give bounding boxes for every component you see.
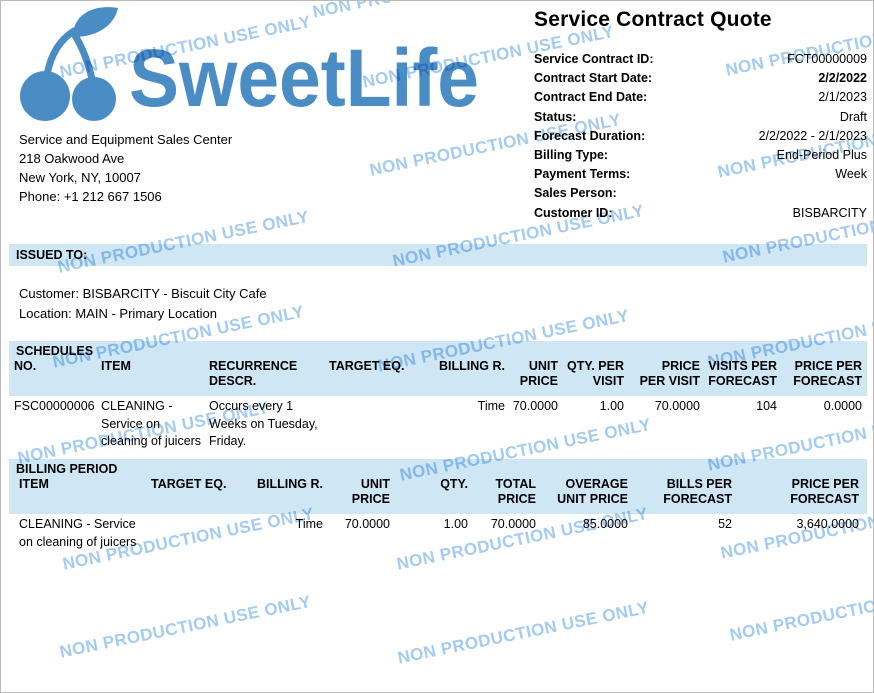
watermark-text: NON PRODUCTION USE ONLY <box>728 575 874 645</box>
cell-unit-price: 70.0000 <box>344 517 390 531</box>
field-value: BISBARCITY <box>792 205 867 220</box>
cell-price-per-visit: 70.0000 <box>654 399 700 413</box>
field-row: Status: Draft <box>534 110 867 129</box>
field-value: 2/2/2022 - 2/1/2023 <box>758 128 867 143</box>
cell-price-per-forecast: 3,640.0000 <box>796 517 859 531</box>
billing-period-heading: BILLING PERIOD <box>16 462 118 476</box>
schedules-row: FSC00000006 CLEANING - Service on cleanin… <box>9 398 862 451</box>
company-address: Service and Equipment Sales Center 218 Oa… <box>19 130 232 206</box>
cherry-icon <box>20 7 118 121</box>
schedules-heading: SCHEDULES <box>16 344 94 358</box>
cell-total-price: 70.0000 <box>490 517 536 531</box>
cell-overage-unit-price: 85.0000 <box>582 517 628 531</box>
cell-qty: 1.00 <box>443 517 468 531</box>
cell-no: FSC00000006 <box>14 399 95 413</box>
cell-item: CLEANING - Service on cleaning of juicer… <box>101 399 202 448</box>
field-row: Contract Start Date: 2/2/2022 <box>534 71 867 90</box>
field-row: Service Contract ID: FCT00000009 <box>534 52 867 71</box>
col-header-billing-r: BILLING R. <box>257 477 323 491</box>
cell-unit-price: 70.0000 <box>512 399 558 413</box>
issued-to-heading: ISSUED TO: <box>16 248 88 262</box>
watermark-text: NON PRODUCTION USE ONLY <box>56 206 311 277</box>
company-line: New York, NY, 10007 <box>19 170 141 185</box>
billing-period-row: CLEANING - Service on cleaning of juicer… <box>9 516 859 551</box>
col-header-bills-per-forecast: BILLS PER FORECAST <box>663 477 732 506</box>
company-line: 218 Oakwood Ave <box>19 151 125 166</box>
field-label: Sales Person: <box>534 186 617 201</box>
col-header-no: NO. <box>14 359 37 373</box>
contract-fields: Service Contract ID: FCT00000009 Contract … <box>534 52 867 225</box>
field-label: Contract End Date: <box>534 90 648 105</box>
cell-item: CLEANING - Service on cleaning of juicer… <box>19 517 137 549</box>
col-header-price-per-forecast: PRICE PER FORECAST <box>790 477 859 506</box>
field-label: Billing Type: <box>534 147 609 162</box>
col-header-visits-per-forecast: VISITS PER FORECAST <box>708 359 777 388</box>
col-header-price-per-visit: PRICE PER VISIT <box>639 359 700 388</box>
field-row: Forecast Duration: 2/2/2022 - 2/1/2023 <box>534 129 867 148</box>
watermark-text: NON PRODUCTION USE ONLY <box>58 591 313 662</box>
col-header-billing-r: BILLING R. <box>439 359 505 373</box>
field-value: 2/2/2022 <box>818 71 867 86</box>
billing-period-band: BILLING PERIOD ITEM TARGET EQ. BILLING R. U… <box>9 459 867 514</box>
col-header-unit-price: UNIT PRICE <box>351 477 390 506</box>
schedules-header-row: NO. ITEM RECURRENCE DESCR. TARGET EQ. BILLIN… <box>9 359 867 396</box>
billing-period-header-row: ITEM TARGET EQ. BILLING R. UNIT PRICE QTY. TO… <box>9 477 867 514</box>
sweetlife-logo: SweetLife <box>20 7 479 123</box>
issued-to-details: Customer: BISBARCITY - Biscuit City Cafe… <box>19 284 267 323</box>
field-label: Contract Start Date: <box>534 71 653 86</box>
field-row: Sales Person: <box>534 186 867 205</box>
customer-line: Customer: BISBARCITY - Biscuit City Cafe <box>19 286 267 301</box>
field-value: Week <box>835 167 867 182</box>
col-header-qty-per-visit: QTY. PER VISIT <box>567 359 624 388</box>
col-header-target-eq: TARGET EQ. <box>329 359 405 373</box>
field-label: Customer ID: <box>534 205 613 220</box>
cell-recurrence-descr: Occurs every 1 Weeks on Tuesday, Friday. <box>209 399 318 448</box>
field-row: Customer ID: BISBARCITY <box>534 206 867 225</box>
field-label: Forecast Duration: <box>534 128 646 143</box>
field-label: Service Contract ID: <box>534 52 654 66</box>
col-header-price-per-forecast: PRICE PER FORECAST <box>793 359 862 388</box>
col-header-qty: QTY. <box>440 477 468 491</box>
issued-to-band: ISSUED TO: <box>9 244 867 266</box>
brand-text: SweetLife <box>129 33 479 123</box>
location-line: Location: MAIN - Primary Location <box>19 305 217 321</box>
field-value: Draft <box>839 109 867 124</box>
field-row: Contract End Date: 2/1/2023 <box>534 90 867 109</box>
cell-billing-r: Time <box>295 517 323 531</box>
field-value: End-Period Plus <box>776 147 867 162</box>
col-header-item: ITEM <box>101 359 131 373</box>
col-header-item: ITEM <box>19 477 49 491</box>
col-header-total-price: TOTAL PRICE <box>495 477 536 506</box>
company-line: Phone: +1 212 667 1506 <box>19 189 162 204</box>
cell-bills-per-forecast: 52 <box>718 517 732 531</box>
field-row: Billing Type: End-Period Plus <box>534 148 867 167</box>
field-label: Status: <box>534 109 577 124</box>
cell-price-per-forecast: 0.0000 <box>823 399 862 413</box>
cell-qty-per-visit: 1.00 <box>599 399 624 413</box>
page-title: Service Contract Quote <box>534 8 772 31</box>
col-header-overage-unit-price: OVERAGE UNIT PRICE <box>557 477 628 506</box>
schedules-band: SCHEDULES NO. ITEM RECURRENCE DESCR. TARGET… <box>9 341 867 396</box>
field-label: Payment Terms: <box>534 167 631 182</box>
cell-billing-r: Time <box>477 399 505 413</box>
col-header-recurrence-descr: RECURRENCE DESCR. <box>209 359 298 388</box>
field-row: Payment Terms: Week <box>534 167 867 186</box>
field-value: 2/1/2023 <box>818 90 867 105</box>
watermark-text: NON PRODUCTION USE ONLY <box>396 597 651 668</box>
cell-visits-per-forecast: 104 <box>756 399 777 413</box>
field-value: FCT00000009 <box>787 52 867 66</box>
col-header-target-eq: TARGET EQ. <box>151 477 227 491</box>
company-line: Service and Equipment Sales Center <box>19 132 233 147</box>
col-header-unit-price: UNIT PRICE <box>519 359 558 388</box>
